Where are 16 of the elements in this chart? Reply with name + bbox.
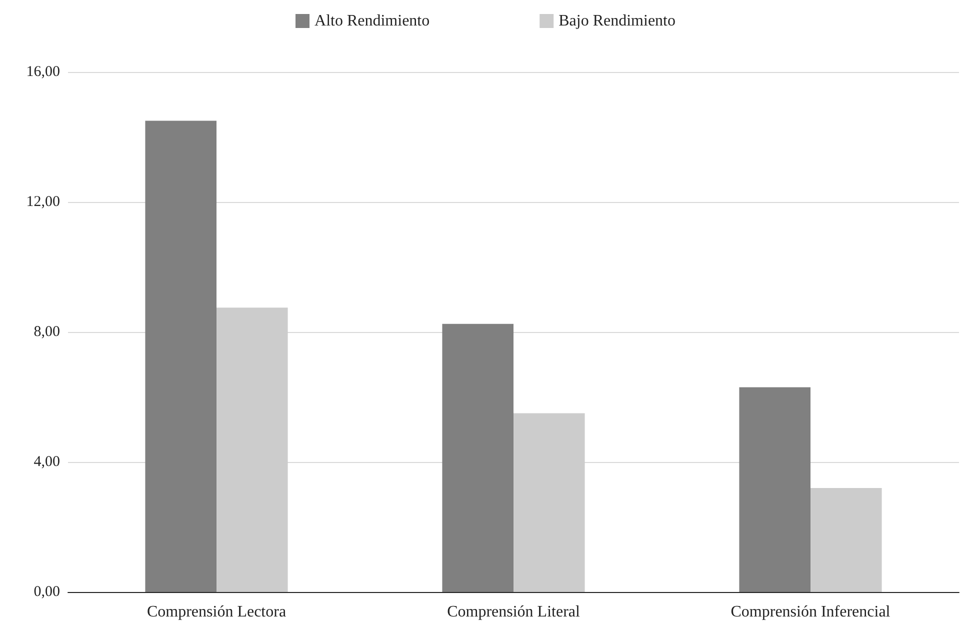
legend-label: Bajo Rendimiento — [558, 12, 676, 30]
legend-label: Alto Rendimiento — [314, 12, 430, 30]
bar — [810, 488, 882, 592]
bar — [442, 324, 514, 592]
y-tick-label: 12,00 — [26, 194, 60, 210]
y-tick-label: 8,00 — [34, 324, 60, 340]
x-tick-label: Comprensión Inferencial — [730, 604, 891, 620]
bar — [514, 413, 585, 592]
bar — [145, 120, 216, 592]
y-tick-label: 0,00 — [34, 584, 60, 600]
bar — [216, 308, 288, 592]
y-tick-label: 4,00 — [34, 454, 60, 470]
y-tick-label: 16,00 — [26, 64, 60, 80]
bar — [739, 387, 810, 592]
x-tick-label: Comprensión Lectora — [146, 604, 286, 620]
x-tick-label: Comprensión Literal — [447, 604, 580, 620]
